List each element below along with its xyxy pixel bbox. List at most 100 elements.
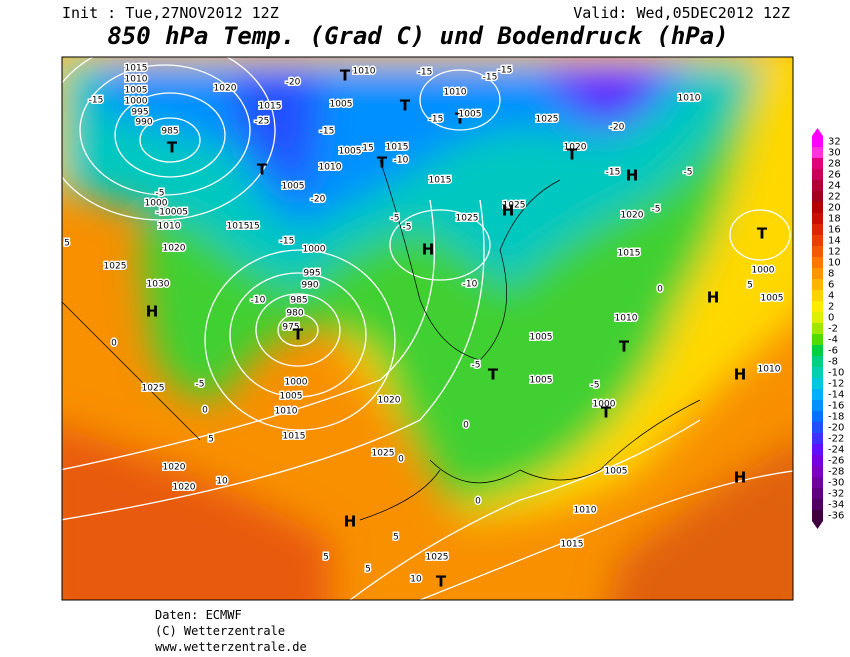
scale-swatch	[812, 411, 823, 422]
contour-label: 0	[657, 285, 663, 295]
scale-label: -6	[828, 346, 838, 357]
scale-swatch	[812, 312, 823, 323]
contour-label: 1030	[147, 280, 170, 290]
scale-swatch	[812, 268, 823, 279]
scale-swatch	[812, 257, 823, 268]
contour-label: 1005	[459, 110, 482, 120]
contour-label: 1000	[125, 97, 148, 107]
contour-label: 1005	[761, 294, 784, 304]
valid-time: Valid: Wed,05DEC2012 12Z	[573, 4, 790, 22]
scale-swatch	[812, 400, 823, 411]
scale-arrow	[812, 521, 823, 529]
pressure-center: T	[167, 139, 178, 157]
scale-swatch	[812, 224, 823, 235]
contour-label: 1020	[163, 244, 186, 254]
contour-label: 1025	[456, 214, 479, 224]
pressure-center: H	[146, 303, 159, 321]
website: www.wetterzentrale.de	[155, 640, 307, 654]
contour-label: 1005	[280, 392, 303, 402]
scale-swatch	[812, 290, 823, 301]
scale-swatch	[812, 433, 823, 444]
scale-swatch	[812, 510, 823, 521]
scale-label: 4	[828, 291, 834, 302]
map-title: 850 hPa Temp. (Grad C) und Bodendruck (h…	[107, 22, 728, 50]
isobars	[62, 57, 793, 600]
contour-label: -10	[251, 296, 266, 306]
contour-label: -15	[498, 66, 513, 76]
contour-label: 1005	[339, 147, 362, 157]
contour-label: 0	[202, 406, 208, 416]
scale-label: -14	[828, 390, 844, 401]
scale-label: 30	[828, 148, 841, 159]
contour-label: -15	[280, 237, 295, 247]
contour-label: 1025	[104, 262, 127, 272]
scale-swatch	[812, 279, 823, 290]
contour-label: 1025	[142, 384, 165, 394]
scale-label: 24	[828, 181, 841, 192]
contour-label: 10	[216, 477, 228, 487]
contour-label: 1000	[285, 378, 308, 388]
contour-label: 1010	[158, 222, 181, 232]
contour-label: 1025	[536, 115, 559, 125]
contour-label: 5	[393, 533, 399, 543]
scale-label: 26	[828, 170, 841, 181]
scale-label: 2	[828, 302, 834, 313]
contour-label: -5	[156, 189, 165, 199]
scale-label: 14	[828, 236, 841, 247]
contour-label: -20	[311, 195, 326, 205]
contour-label: 1020	[378, 396, 401, 406]
contour-label: -5	[403, 223, 412, 233]
contour-label: -10	[394, 156, 409, 166]
contour-label: 1025	[503, 201, 526, 211]
contour-label: 1000	[303, 245, 326, 255]
scale-swatch	[812, 488, 823, 499]
scale-arrow	[812, 128, 823, 136]
contour-label: 1000	[145, 199, 168, 209]
contour-label: 1015	[429, 176, 452, 186]
scale-label: 22	[828, 192, 841, 203]
contour-label: 1010	[353, 67, 376, 77]
contour-label: 1005	[330, 100, 353, 110]
scale-swatch	[812, 213, 823, 224]
scale-swatch	[812, 235, 823, 246]
scale-label: -12	[828, 379, 844, 390]
pressure-center: T	[257, 161, 268, 179]
pressure-center: T	[601, 404, 612, 422]
contour-label: 5	[64, 239, 70, 249]
contour-label: 5	[208, 435, 214, 445]
scale-swatch	[812, 301, 823, 312]
contour-label: 1020	[173, 483, 196, 493]
pressure-center: T	[757, 225, 768, 243]
scale-label: 0	[828, 313, 834, 324]
contour-label: -15	[429, 115, 444, 125]
pressure-center: T	[377, 154, 388, 172]
contour-label: 1010	[275, 407, 298, 417]
contour-label: 0	[111, 339, 117, 349]
contour-label: 0	[398, 455, 404, 465]
pressure-center: T	[488, 366, 499, 384]
scale-label: 16	[828, 225, 841, 236]
contour-label: -20	[610, 123, 625, 133]
contour-label: 1010	[319, 163, 342, 173]
pressure-center: T	[293, 326, 304, 344]
contour-label: -15	[606, 168, 621, 178]
contour-label: 1000	[593, 400, 616, 410]
contour-label: 15	[248, 222, 259, 232]
contour-label: -25	[255, 117, 270, 127]
scale-swatch	[812, 356, 823, 367]
pressure-center: H	[502, 202, 515, 220]
contour-label: 1010	[125, 75, 148, 85]
contour-label: 1020	[621, 211, 644, 221]
scale-label: 18	[828, 214, 841, 225]
contour-label: 1005	[125, 86, 148, 96]
contour-label: -10	[463, 280, 478, 290]
contour-label: 1025	[426, 553, 449, 563]
pressure-center: H	[626, 167, 639, 185]
scale-label: 6	[828, 280, 834, 291]
scale-label: 10	[828, 258, 841, 269]
scale-label: 8	[828, 269, 834, 280]
contour-label: 15	[362, 144, 373, 154]
scale-label: -26	[828, 456, 844, 467]
scale-label: -22	[828, 434, 844, 445]
